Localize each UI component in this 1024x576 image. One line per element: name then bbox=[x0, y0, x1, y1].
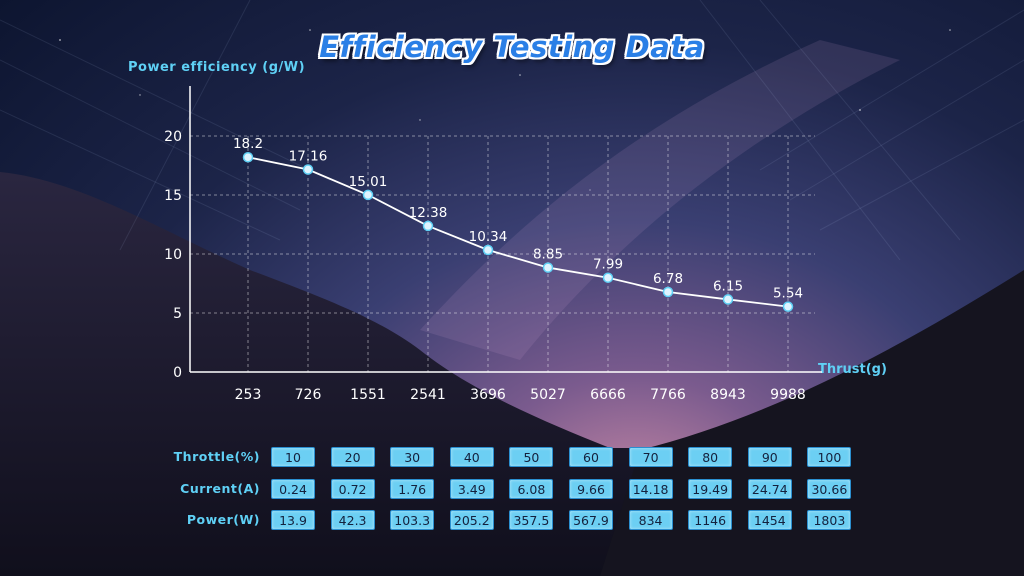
x-tick-label: 726 bbox=[295, 387, 322, 403]
table-cell: 357.5 bbox=[509, 510, 554, 530]
table-cell: 80 bbox=[688, 447, 733, 467]
data-point bbox=[482, 244, 494, 256]
data-point bbox=[242, 151, 254, 163]
data-point bbox=[722, 294, 734, 305]
table-cell: 30.66 bbox=[807, 479, 852, 499]
data-point bbox=[542, 262, 554, 273]
x-axis-label: Thrust(g) bbox=[818, 362, 887, 377]
table-cell: 834 bbox=[628, 510, 673, 530]
table-cell: 50 bbox=[509, 447, 554, 467]
table-row-label: Current(A) bbox=[180, 481, 260, 496]
table-cell: 70 bbox=[628, 447, 673, 467]
data-point bbox=[602, 272, 614, 283]
table-cell: 90 bbox=[747, 447, 792, 467]
y-tick-label: 20 bbox=[164, 129, 182, 145]
data-label: 10.34 bbox=[469, 229, 508, 245]
data-label: 12.38 bbox=[409, 205, 448, 221]
data-label: 5.54 bbox=[773, 286, 803, 302]
table-cell: 9.66 bbox=[569, 479, 613, 499]
data-point bbox=[662, 286, 674, 298]
table-cell: 40 bbox=[449, 447, 494, 467]
chart-title: Efficiency Testing Data bbox=[319, 30, 705, 64]
table-cell: 30 bbox=[390, 447, 435, 467]
y-tick-label: 5 bbox=[173, 306, 182, 322]
table-cell: 13.9 bbox=[271, 510, 315, 530]
table-cell: 42.3 bbox=[330, 510, 375, 530]
table-cell: 24.74 bbox=[747, 479, 792, 499]
series-line bbox=[247, 156, 789, 308]
table-cell: 205.2 bbox=[449, 510, 494, 530]
table-cell: 14.18 bbox=[628, 479, 673, 499]
y-tick-label: 10 bbox=[164, 247, 182, 263]
data-label: 8.85 bbox=[533, 247, 563, 263]
milky-way-glow bbox=[420, 40, 900, 360]
table-cell: 103.3 bbox=[390, 510, 435, 530]
table-cell: 3.49 bbox=[449, 479, 494, 499]
y-axis-label: Power efficiency (g/W) bbox=[128, 60, 306, 75]
x-tick-label: 253 bbox=[235, 387, 262, 403]
data-label: 6.15 bbox=[713, 278, 743, 294]
data-label: 18.2 bbox=[233, 136, 263, 152]
x-tick-label: 9988 bbox=[770, 387, 806, 403]
x-tick-label: 6666 bbox=[590, 387, 626, 403]
x-tick-label: 3696 bbox=[470, 387, 506, 403]
table-cell: 100 bbox=[807, 447, 852, 467]
table-cell: 20 bbox=[330, 447, 375, 467]
table-cell: 1454 bbox=[747, 510, 792, 530]
table-cell: 0.72 bbox=[330, 479, 375, 499]
x-tick-label: 7766 bbox=[650, 387, 686, 403]
data-point bbox=[362, 189, 374, 201]
x-tick-label: 1551 bbox=[350, 387, 386, 403]
x-tick-label: 2541 bbox=[410, 387, 446, 403]
data-point bbox=[422, 220, 434, 232]
table-cell: 0.24 bbox=[271, 479, 315, 499]
table-cell: 10 bbox=[271, 447, 315, 467]
x-tick-label: 5027 bbox=[530, 387, 566, 403]
table-row-label: Throttle(%) bbox=[173, 449, 260, 464]
table-cell: 60 bbox=[569, 447, 613, 467]
table-row-label: Power(W) bbox=[186, 512, 260, 527]
x-tick-label: 8943 bbox=[710, 387, 746, 403]
table-cell: 1803 bbox=[807, 510, 852, 530]
table-cell: 6.08 bbox=[509, 479, 554, 499]
data-point bbox=[782, 301, 794, 312]
data-label: 15.01 bbox=[349, 174, 388, 190]
data-label: 6.78 bbox=[653, 271, 683, 287]
table-cell: 19.49 bbox=[688, 479, 733, 499]
mountain-right bbox=[600, 270, 1024, 576]
data-label: 7.99 bbox=[593, 257, 623, 273]
data-point bbox=[302, 164, 314, 175]
data-label: 17.16 bbox=[289, 149, 328, 165]
y-tick-label: 15 bbox=[164, 188, 182, 204]
table-cell: 567.9 bbox=[569, 510, 613, 530]
table-cell: 1146 bbox=[688, 510, 733, 530]
table-cell: 1.76 bbox=[390, 479, 435, 499]
y-tick-label: 0 bbox=[173, 365, 182, 381]
